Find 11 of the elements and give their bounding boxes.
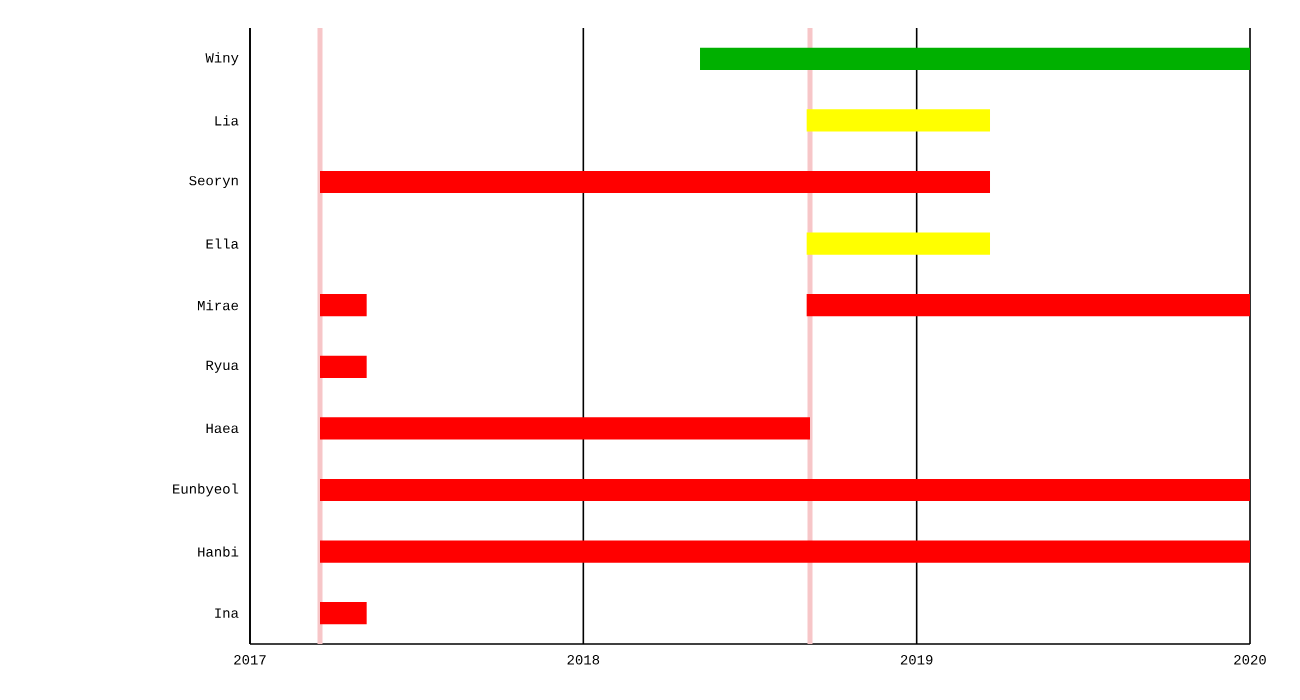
bar <box>320 602 367 625</box>
bar <box>320 294 367 317</box>
bar <box>320 540 1251 563</box>
bar <box>700 47 1251 70</box>
bar <box>806 232 991 255</box>
bar <box>320 170 991 194</box>
bar <box>806 109 991 132</box>
bar <box>320 417 810 440</box>
bar <box>806 294 1251 317</box>
bar <box>320 478 1251 502</box>
bar <box>320 355 367 378</box>
